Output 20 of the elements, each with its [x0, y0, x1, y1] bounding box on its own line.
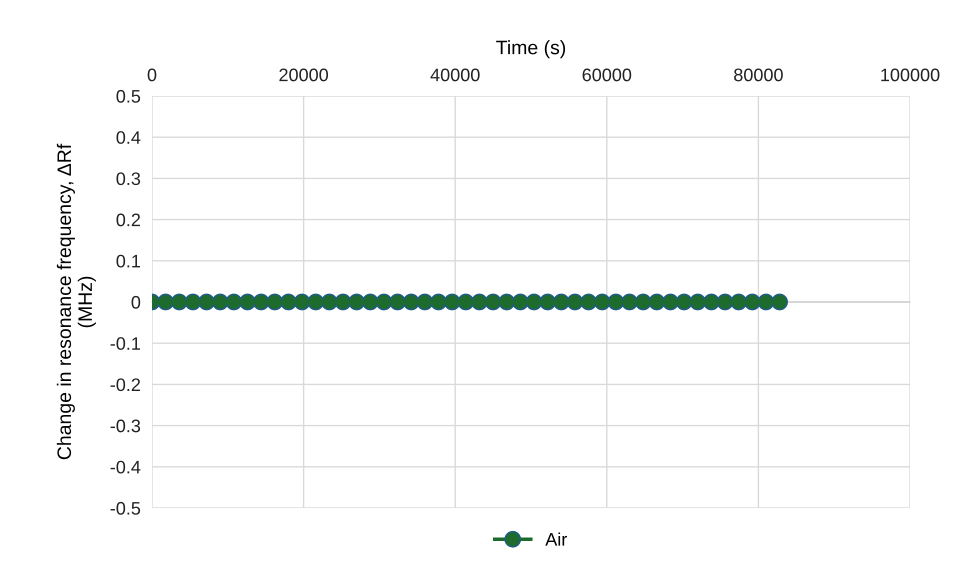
x-tick-label: 20000	[279, 68, 328, 82]
y-tick-label: -0.1	[110, 337, 140, 350]
y-tick-label: 0.3	[116, 172, 140, 186]
y-tick-label: -0.3	[110, 420, 140, 432]
x-tick-label: 60000	[582, 68, 632, 82]
y-tick-label: 0.1	[116, 254, 140, 268]
y-axis-title: Change in resonance frequency, ΔRf (MHz)	[56, 144, 96, 460]
y-tick-label: -0.5	[110, 502, 140, 515]
y-tick-label: -0.2	[110, 378, 140, 392]
y-tick-label: 0	[132, 296, 140, 309]
x-axis-title: Time (s)	[496, 40, 566, 58]
y-tick-label: 0.5	[116, 90, 140, 103]
x-tick-label: 80000	[734, 68, 783, 82]
x-tick-label: 0	[148, 68, 156, 82]
x-tick-label: 40000	[430, 68, 480, 82]
y-tick-label: -0.4	[110, 460, 140, 474]
y-tick-label: 0.4	[116, 131, 140, 144]
x-tick-label: 100000	[881, 68, 940, 82]
y-tick-label: 0.2	[116, 214, 140, 226]
legend-label: Air	[545, 532, 568, 546]
